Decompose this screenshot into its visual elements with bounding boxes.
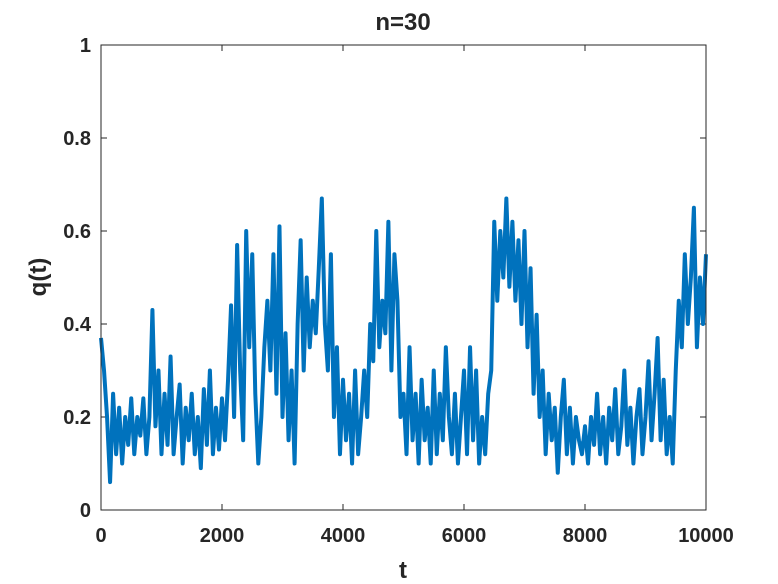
y-tick-label: 0.8 — [63, 128, 91, 150]
x-tick-label: 2000 — [200, 525, 245, 547]
y-tick-label: 1 — [80, 35, 91, 57]
x-tick-label: 6000 — [442, 525, 487, 547]
data-line — [99, 196, 708, 485]
chart-title: n=30 — [375, 9, 430, 36]
y-tick-label: 0 — [80, 500, 91, 522]
y-axis-label: q(t) — [25, 258, 52, 297]
x-tick-label: 4000 — [321, 525, 366, 547]
x-tick-label: 10000 — [678, 525, 734, 547]
y-tick-label: 0.4 — [63, 314, 92, 336]
x-axis-label: t — [399, 557, 407, 584]
x-tick-label: 0 — [95, 525, 106, 547]
y-tick-label: 0.6 — [63, 221, 91, 243]
plot-frame — [100, 44, 707, 511]
y-tick-label: 0.2 — [63, 407, 91, 429]
x-tick-label: 8000 — [563, 525, 608, 547]
